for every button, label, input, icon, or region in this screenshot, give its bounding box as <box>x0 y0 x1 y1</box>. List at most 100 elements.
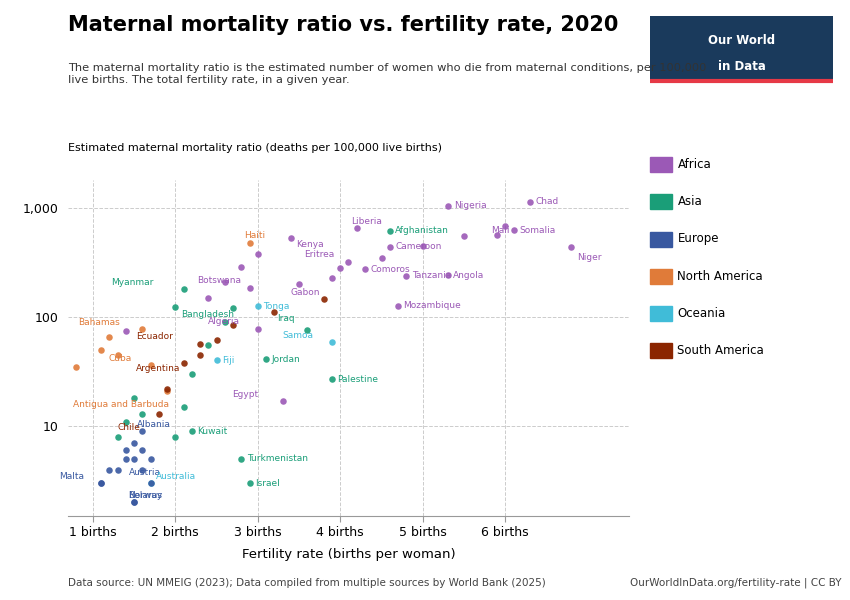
Point <box>103 332 116 342</box>
Point <box>135 325 149 334</box>
Point <box>383 242 397 252</box>
Text: Australia: Australia <box>156 472 196 481</box>
Text: Ecuador: Ecuador <box>136 332 173 341</box>
Text: Mozambique: Mozambique <box>404 301 462 310</box>
Point <box>185 426 199 436</box>
Point <box>490 230 504 240</box>
Text: Fiji: Fiji <box>222 356 235 365</box>
Point <box>218 317 231 327</box>
Point <box>350 223 364 233</box>
Point <box>128 454 141 464</box>
Text: Iraq: Iraq <box>277 314 294 323</box>
Text: OurWorldInData.org/fertility-rate | CC BY: OurWorldInData.org/fertility-rate | CC B… <box>630 577 842 588</box>
Text: Haiti: Haiti <box>244 231 265 240</box>
Point <box>119 417 133 427</box>
Point <box>110 432 124 442</box>
Text: Somalia: Somalia <box>519 226 555 235</box>
Point <box>94 345 108 355</box>
Text: Israel: Israel <box>255 479 280 488</box>
Point <box>284 233 298 243</box>
Point <box>317 295 331 304</box>
Point <box>326 337 339 347</box>
Point <box>128 394 141 403</box>
Text: Bahamas: Bahamas <box>78 318 120 327</box>
Point <box>333 263 347 273</box>
Point <box>201 341 215 350</box>
Point <box>391 301 405 310</box>
Text: Afghanistan: Afghanistan <box>395 226 449 235</box>
Text: Myanmar: Myanmar <box>111 278 154 287</box>
Text: Chad: Chad <box>536 197 558 206</box>
Point <box>507 226 520 235</box>
Point <box>235 454 248 464</box>
Text: Argentina: Argentina <box>136 364 180 373</box>
Point <box>128 438 141 448</box>
Point <box>375 253 388 262</box>
Point <box>144 361 157 370</box>
Point <box>226 320 240 329</box>
Text: Data source: UN MMEIG (2023); Data compiled from multiple sources by World Bank : Data source: UN MMEIG (2023); Data compi… <box>68 578 546 588</box>
Text: Comoros: Comoros <box>371 265 411 274</box>
Text: Mali: Mali <box>491 226 510 235</box>
Point <box>210 356 224 365</box>
Point <box>243 238 257 247</box>
Point <box>259 355 273 364</box>
Point <box>400 271 413 281</box>
Point <box>119 454 133 464</box>
Text: Our World: Our World <box>708 34 775 47</box>
Point <box>193 350 207 359</box>
Point <box>326 374 339 384</box>
Point <box>218 277 231 287</box>
Point <box>210 335 224 344</box>
Point <box>177 358 190 368</box>
Text: in Data: in Data <box>717 60 766 73</box>
Text: Tanzania: Tanzania <box>411 271 451 280</box>
Text: Africa: Africa <box>677 158 711 171</box>
Text: Turkmenistan: Turkmenistan <box>246 454 308 463</box>
Point <box>564 242 578 251</box>
Text: Norway: Norway <box>128 491 162 500</box>
Text: Kuwait: Kuwait <box>197 427 228 436</box>
Text: The maternal mortality ratio is the estimated number of women who die from mater: The maternal mortality ratio is the esti… <box>68 63 706 85</box>
Point <box>226 304 240 313</box>
Point <box>168 432 182 442</box>
Text: Asia: Asia <box>677 195 702 208</box>
Point <box>251 249 264 259</box>
Text: Bangladesh: Bangladesh <box>181 310 234 319</box>
Point <box>128 497 141 507</box>
Point <box>128 497 141 507</box>
Text: Kenya: Kenya <box>297 241 324 250</box>
Text: Palestine: Palestine <box>337 374 378 383</box>
Text: Niger: Niger <box>577 253 601 262</box>
Point <box>251 301 264 311</box>
Text: Estimated maternal mortality ratio (deaths per 100,000 live births): Estimated maternal mortality ratio (deat… <box>68 143 442 153</box>
Text: Albania: Albania <box>137 419 171 428</box>
Point <box>342 257 355 266</box>
Text: Cameroon: Cameroon <box>395 242 442 251</box>
Point <box>135 446 149 455</box>
Text: Maternal mortality ratio vs. fertility rate, 2020: Maternal mortality ratio vs. fertility r… <box>68 15 618 35</box>
Text: North America: North America <box>677 269 763 283</box>
Text: Eritrea: Eritrea <box>304 250 334 259</box>
Text: Austria: Austria <box>128 469 161 478</box>
X-axis label: Fertility rate (births per woman): Fertility rate (births per woman) <box>241 548 456 561</box>
Text: Botswana: Botswana <box>196 276 241 285</box>
Point <box>135 426 149 436</box>
Text: Belarus: Belarus <box>128 491 162 500</box>
Point <box>498 221 512 231</box>
Point <box>160 384 173 394</box>
Point <box>144 478 157 488</box>
Text: Samoa: Samoa <box>282 331 313 340</box>
Point <box>243 478 257 488</box>
Point <box>235 262 248 271</box>
Point <box>524 197 537 206</box>
Text: South America: South America <box>677 344 764 357</box>
Point <box>358 265 371 274</box>
Point <box>119 326 133 335</box>
Text: Oceania: Oceania <box>677 307 726 320</box>
Point <box>416 241 429 250</box>
Point <box>94 478 108 488</box>
Point <box>70 362 83 371</box>
Point <box>383 226 397 235</box>
Text: Angola: Angola <box>453 271 484 280</box>
